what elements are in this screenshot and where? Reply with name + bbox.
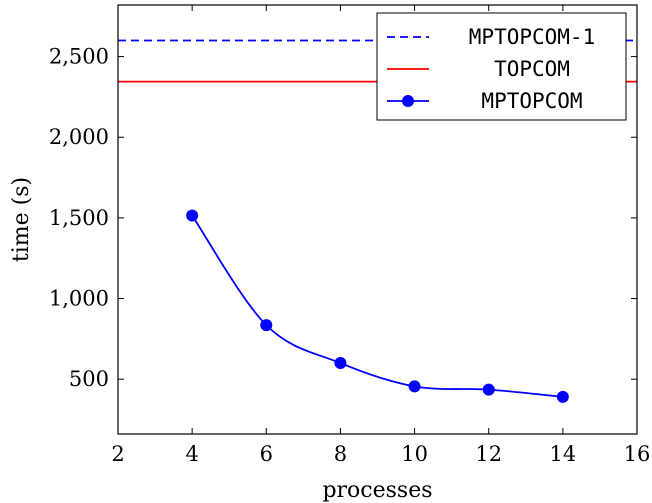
legend-label: MPTOPCOM-1 bbox=[469, 25, 595, 49]
series-mptopcom-point bbox=[186, 209, 199, 222]
x-tick-label: 4 bbox=[185, 442, 198, 466]
legend-box bbox=[376, 12, 627, 121]
x-tick-label: 14 bbox=[549, 442, 576, 466]
x-tick-label: 16 bbox=[624, 442, 651, 466]
x-axis-label: processes bbox=[322, 478, 432, 503]
x-tick-label: 6 bbox=[260, 442, 273, 466]
x-tick-label: 12 bbox=[475, 442, 502, 466]
y-tick-label: 2,000 bbox=[49, 125, 109, 149]
y-axis-label: time (s) bbox=[9, 177, 34, 262]
ticks-layer: 2 4 6 8 10 12 14 16 500 1,000 1,500 2,000 2,500 bbox=[49, 5, 650, 466]
series-mptopcom-point bbox=[334, 357, 347, 370]
series-mptopcom-point bbox=[260, 319, 273, 332]
y-tick-label: 1,000 bbox=[49, 287, 109, 311]
series-mptopcom-point bbox=[482, 383, 495, 396]
legend-label: TOPCOM bbox=[494, 57, 570, 81]
y-tick-label: 2,500 bbox=[49, 45, 109, 69]
series-mptopcom-point bbox=[556, 390, 569, 403]
x-tick-label: 8 bbox=[334, 442, 347, 466]
legend-marker bbox=[402, 95, 414, 107]
x-tick-label: 2 bbox=[111, 442, 124, 466]
y-tick-label: 1,500 bbox=[49, 206, 109, 230]
y-tick-label: 500 bbox=[69, 367, 109, 391]
legend-label: MPTOPCOM bbox=[481, 89, 582, 113]
series-mptopcom-line bbox=[191, 214, 563, 398]
series-mptopcom-point bbox=[408, 380, 421, 393]
plot-frame bbox=[117, 4, 638, 435]
x-tick-label: 10 bbox=[401, 442, 428, 466]
legend: MPTOPCOM-1 TOPCOM MPTOPCOM bbox=[376, 12, 627, 121]
